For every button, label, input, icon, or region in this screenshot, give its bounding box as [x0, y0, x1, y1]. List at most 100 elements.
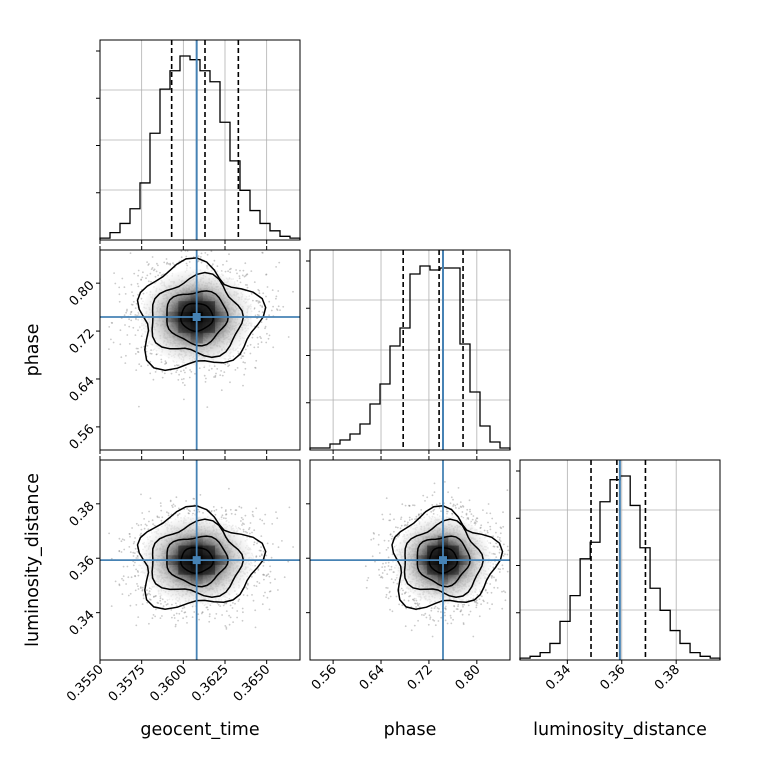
sample-point — [210, 511, 212, 513]
sample-point — [177, 513, 180, 516]
sample-point — [236, 367, 239, 369]
sample-point — [145, 277, 147, 280]
sample-point — [214, 376, 217, 378]
sample-point — [131, 527, 134, 529]
sample-point — [145, 524, 148, 527]
sample-point — [200, 261, 203, 264]
sample-point — [238, 598, 241, 601]
sample-point — [184, 611, 187, 614]
sample-point — [198, 367, 201, 370]
sample-point — [182, 369, 185, 372]
sample-point — [251, 531, 253, 534]
sample-point — [177, 379, 180, 381]
sample-point — [166, 603, 169, 605]
sample-point — [160, 509, 163, 512]
sample-point — [153, 268, 156, 271]
sample-point — [133, 552, 136, 554]
sample-point — [259, 555, 261, 558]
sample-point — [187, 512, 190, 514]
sample-point — [180, 370, 182, 373]
sample-point — [110, 338, 112, 341]
sample-point — [292, 290, 294, 293]
sample-point — [182, 378, 185, 380]
sample-point — [118, 300, 121, 303]
sample-point — [169, 263, 172, 266]
sample-point — [137, 524, 140, 527]
sample-point — [129, 592, 132, 595]
sample-point — [265, 295, 267, 298]
sample-point — [200, 256, 202, 258]
sample-point — [164, 363, 166, 365]
sample-point — [259, 304, 262, 307]
sample-point — [242, 530, 245, 533]
sample-point — [127, 576, 130, 579]
sample-point — [151, 267, 154, 269]
sample-point — [253, 346, 256, 349]
sample-point — [275, 295, 278, 298]
sample-point — [238, 277, 241, 280]
sample-point — [277, 290, 280, 292]
sample-point — [277, 546, 280, 549]
sample-point — [242, 269, 245, 272]
sample-point — [125, 354, 127, 357]
sample-point — [134, 334, 137, 336]
sample-point — [160, 274, 163, 277]
sample-point — [156, 262, 158, 265]
sample-point — [155, 353, 158, 356]
sample-point — [219, 605, 222, 607]
sample-point — [137, 585, 139, 587]
sample-point — [206, 406, 209, 408]
sample-point — [198, 618, 201, 621]
sample-point — [159, 617, 162, 619]
sample-point — [167, 263, 170, 265]
sample-point — [283, 576, 286, 579]
sample-point — [241, 607, 244, 610]
sample-point — [213, 259, 216, 262]
sample-point — [263, 578, 265, 581]
sample-point — [268, 575, 271, 578]
sample-point — [261, 311, 264, 313]
sample-point — [226, 362, 229, 365]
sample-point — [242, 594, 245, 596]
sample-point — [129, 604, 132, 607]
sample-point — [253, 543, 255, 546]
sample-point — [156, 515, 159, 518]
sample-point — [143, 518, 146, 520]
sample-point — [165, 603, 168, 606]
sample-point — [250, 270, 253, 272]
sample-point — [134, 575, 137, 578]
sample-point — [200, 252, 203, 255]
sample-point — [287, 560, 290, 563]
sample-point — [254, 367, 257, 369]
sample-point — [134, 307, 137, 309]
sample-point — [215, 372, 217, 375]
sample-point — [255, 556, 258, 558]
sample-point — [260, 321, 263, 323]
sample-point — [148, 598, 151, 601]
sample-point — [174, 364, 176, 367]
sample-point — [181, 607, 184, 610]
sample-point — [132, 326, 135, 329]
sample-point — [224, 625, 227, 627]
sample-point — [278, 261, 281, 264]
sample-point — [140, 335, 143, 338]
panel-frame — [99, 39, 301, 241]
sample-point — [135, 347, 138, 350]
sample-point — [307, 578, 309, 580]
sample-point — [188, 376, 191, 379]
sample-point — [179, 215, 181, 217]
sample-point — [177, 619, 180, 622]
sample-point — [127, 594, 130, 597]
sample-point — [270, 309, 273, 312]
sample-point — [136, 282, 139, 285]
sample-point — [261, 252, 264, 254]
sample-point — [175, 364, 178, 366]
sample-point — [276, 517, 279, 520]
sample-point — [282, 305, 285, 308]
sample-point — [260, 535, 263, 537]
sample-point — [263, 561, 265, 564]
sample-point — [160, 358, 163, 361]
sample-point — [118, 550, 121, 552]
sample-point — [161, 598, 164, 601]
sample-point — [157, 274, 160, 277]
